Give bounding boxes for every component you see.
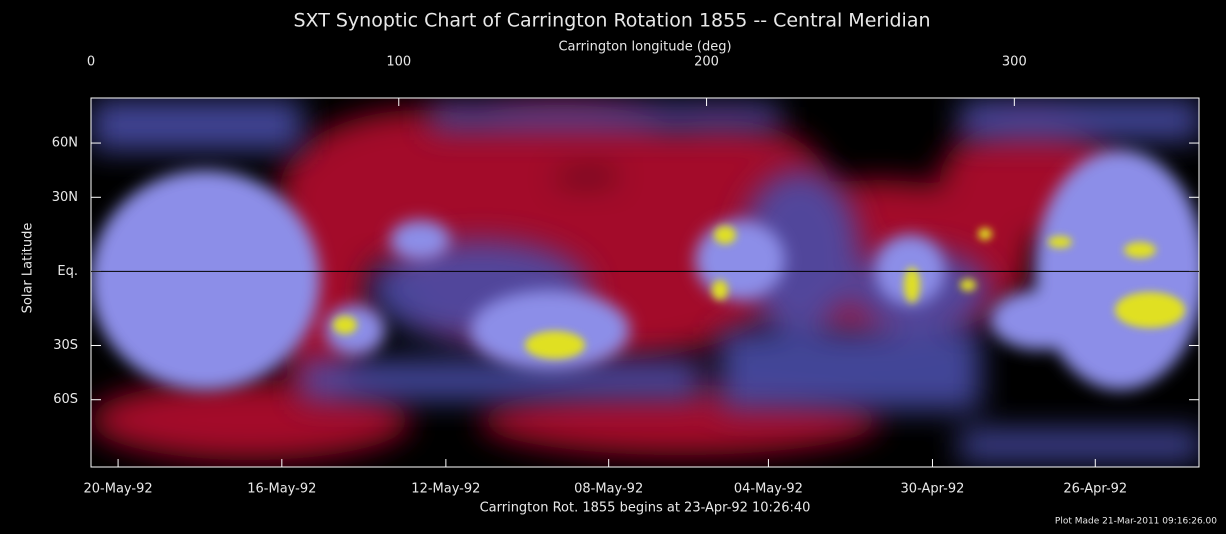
- x2-tick-label: 20-May-92: [84, 482, 153, 497]
- x-axis-label: Carrington longitude (deg): [558, 40, 731, 55]
- x-tick-label: 300: [1002, 55, 1027, 70]
- y-tick-label: Eq.: [57, 264, 78, 279]
- y-tick-label: 30S: [53, 338, 78, 353]
- y-tick-label: 60N: [52, 136, 78, 151]
- plot-frame: [90, 97, 1200, 468]
- x-tick-label: 100: [386, 55, 411, 70]
- y-axis-label: Solar Latitude: [21, 223, 36, 314]
- x-tick-label: 200: [694, 55, 719, 70]
- x2-tick-label: 08-May-92: [574, 482, 643, 497]
- chart-title: SXT Synoptic Chart of Carrington Rotatio…: [293, 10, 930, 32]
- x2-tick-label: 04-May-92: [734, 482, 803, 497]
- y-tick-label: 60S: [53, 392, 78, 407]
- synoptic-image: [91, 98, 1199, 467]
- footer: Plot Made 21-Mar-2011 09:16:26.00: [1055, 517, 1217, 527]
- x2-axis-label: Carrington Rot. 1855 begins at 23-Apr-92…: [480, 501, 811, 516]
- x2-tick-label: 26-Apr-92: [1063, 482, 1127, 497]
- x-tick-label: 0: [87, 55, 95, 70]
- x2-tick-label: 12-May-92: [411, 482, 480, 497]
- y-tick-label: 30N: [52, 190, 78, 205]
- x2-tick-label: 30-Apr-92: [901, 482, 965, 497]
- x2-tick-label: 16-May-92: [247, 482, 316, 497]
